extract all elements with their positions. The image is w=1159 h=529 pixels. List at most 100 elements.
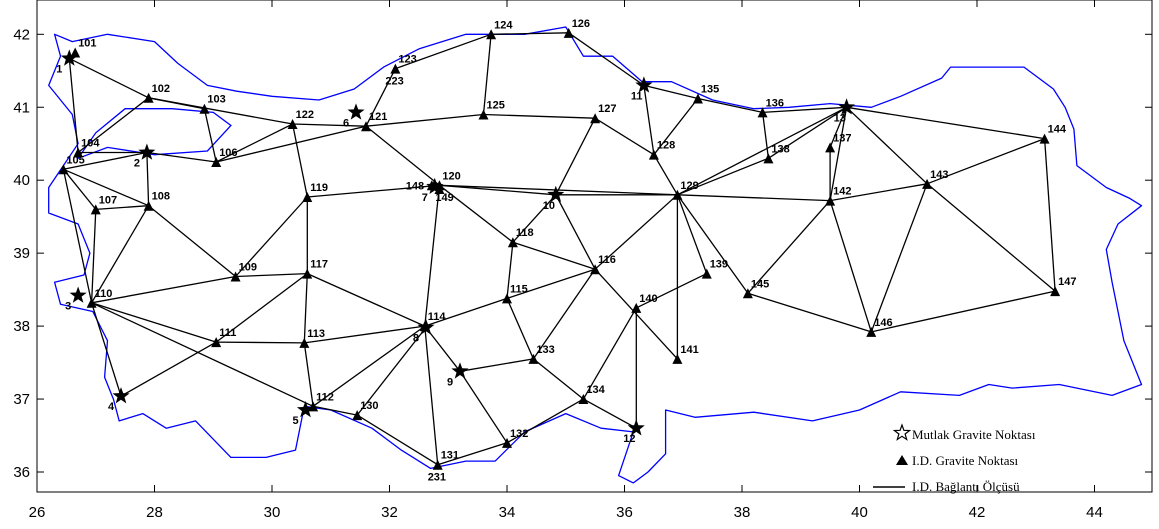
connection-line — [91, 302, 314, 407]
connection-line — [653, 98, 699, 156]
point-label: 149 — [435, 192, 453, 204]
relative-gravity-point — [143, 200, 154, 211]
absolute-gravity-point — [296, 401, 314, 418]
connection-line — [146, 151, 217, 163]
absolute-point-label: 2 — [134, 158, 140, 170]
y-tick-label: 41 — [13, 99, 30, 116]
connection-line — [62, 169, 93, 303]
absolute-point-label: 5 — [293, 415, 299, 427]
connection-line — [203, 108, 217, 163]
coastline-path — [48, 26, 1143, 484]
connection-line — [365, 113, 484, 127]
absolute-point-label: 9 — [447, 376, 453, 388]
connection-line — [697, 97, 763, 114]
relative-gravity-point — [230, 271, 241, 282]
connection-line — [506, 242, 514, 299]
connection-line — [63, 151, 148, 170]
absolute-gravity-point — [417, 318, 435, 335]
connection-line — [926, 137, 1045, 185]
relative-gravity-point — [143, 92, 154, 103]
point-label: 141 — [680, 344, 698, 356]
relative-gravity-point — [390, 63, 401, 74]
point-label: 110 — [95, 288, 113, 300]
point-label: 119 — [310, 182, 328, 194]
point-label: 136 — [766, 97, 784, 109]
connection-line — [439, 184, 514, 243]
connection-line — [304, 325, 425, 344]
connection-line — [148, 97, 293, 125]
relative-gravity-point — [299, 337, 310, 348]
connection-line — [303, 342, 314, 407]
connection-line — [439, 184, 556, 196]
point-label: 223 — [385, 76, 403, 88]
point-label: 145 — [751, 278, 769, 290]
point-label: 123 — [398, 54, 416, 66]
connection-line — [91, 275, 236, 304]
point-label: 138 — [771, 143, 789, 155]
map-legend: Mutlak Gravite Noktası I.D. Gravite Nokt… — [873, 423, 1036, 494]
connection-line — [636, 273, 707, 309]
relative-gravity-point — [502, 437, 512, 448]
relative-gravity-point — [211, 337, 222, 348]
connection-line — [91, 302, 217, 343]
connection-line — [506, 298, 534, 360]
connection-line — [532, 268, 596, 360]
relative-gravity-point — [578, 394, 589, 405]
connection-line — [677, 106, 847, 196]
connection-line — [312, 405, 358, 416]
connection-line — [148, 205, 237, 278]
connection-line — [90, 209, 97, 303]
connection-line — [292, 123, 367, 127]
connection-line — [437, 442, 508, 466]
connection-line — [365, 68, 396, 127]
connection-line — [424, 297, 508, 327]
x-tick-label: 36 — [616, 504, 633, 521]
connection-line — [424, 326, 439, 465]
relative-gravity-point — [672, 189, 683, 200]
absolute-gravity-point — [347, 103, 365, 120]
legend-star-icon — [892, 423, 912, 441]
y-tick-label: 39 — [13, 245, 30, 262]
connection-line — [594, 194, 678, 270]
legend-connection-label: I.D. Bağlantı Ölçüsü — [912, 479, 1020, 494]
point-label: 126 — [572, 18, 590, 30]
connection-line — [307, 184, 440, 198]
relative-gravity-point — [590, 264, 601, 275]
point-label: 102 — [152, 83, 170, 95]
point-label: 108 — [152, 191, 170, 203]
absolute-gravity-point — [69, 286, 87, 303]
relative-gravity-point — [701, 268, 712, 279]
point-label: 125 — [487, 100, 505, 112]
x-tick-label: 26 — [29, 504, 46, 521]
point-label: 103 — [207, 94, 225, 106]
relative-gravity-point — [90, 204, 101, 215]
absolute-point-label: 11 — [631, 90, 643, 102]
connection-line — [356, 414, 439, 466]
relative-gravity-point — [528, 353, 539, 364]
connection-line — [120, 341, 217, 397]
y-tick-label: 37 — [13, 391, 30, 408]
connection-line — [768, 106, 847, 159]
connection-line — [216, 125, 367, 163]
point-label: 128 — [657, 140, 675, 152]
connection-line — [291, 123, 308, 198]
point-label: 111 — [219, 327, 236, 339]
connection-line — [829, 107, 848, 148]
point-label: 105 — [66, 154, 84, 166]
point-label: 134 — [586, 384, 605, 396]
point-label: 140 — [639, 293, 657, 305]
connection-line — [653, 154, 678, 196]
point-label: 231 — [428, 472, 446, 484]
connection-line — [829, 107, 848, 201]
connection-line — [532, 358, 584, 400]
connection-line — [90, 302, 122, 397]
connection-line — [762, 106, 847, 114]
point-label: 120 — [442, 170, 460, 182]
point-label: 127 — [598, 103, 616, 115]
connection-line — [555, 117, 596, 196]
point-label: 130 — [360, 400, 378, 412]
connection-line — [395, 33, 492, 70]
connection-line — [482, 34, 492, 115]
